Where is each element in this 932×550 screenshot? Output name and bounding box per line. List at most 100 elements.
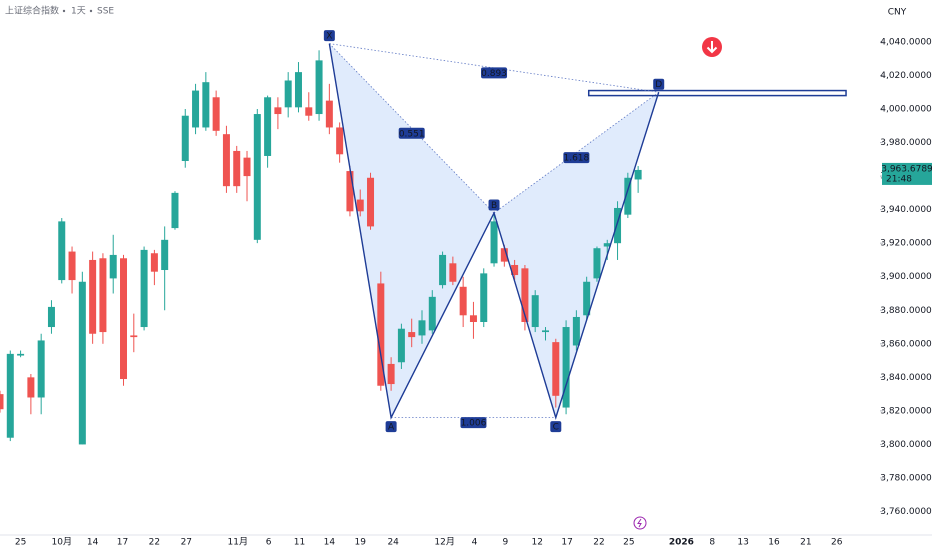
point-label: D <box>655 80 662 90</box>
point-label: C <box>553 423 559 433</box>
x-tick-label: 17 <box>561 538 572 548</box>
x-tick-label: 19 <box>355 538 367 548</box>
y-tick-label: 3,820.0000 <box>880 406 932 416</box>
candle-body <box>202 82 210 128</box>
candle-body <box>480 273 488 323</box>
x-tick-label: 2026 <box>669 538 694 548</box>
candle-body <box>614 207 622 244</box>
y-tick-label: 3,900.0000 <box>880 272 932 282</box>
candle-body <box>140 249 148 328</box>
point-box <box>653 78 665 90</box>
y-tick-label: 3,800.0000 <box>880 440 932 450</box>
x-tick-label: 24 <box>387 538 399 548</box>
x-tick-label: 25 <box>623 538 634 548</box>
x-tick-label: 26 <box>831 538 843 548</box>
candle-body <box>243 157 251 177</box>
candle-body <box>521 268 529 323</box>
x-tick-label: 27 <box>181 538 192 548</box>
signal-arrow <box>706 41 718 54</box>
y-tick-label: 4,040.0000 <box>880 37 932 47</box>
candle-body <box>500 248 508 262</box>
candle-body <box>6 353 14 438</box>
ratio-label: 0.551 <box>399 129 425 139</box>
sell-signal-icon[interactable] <box>702 37 722 57</box>
pattern-ratio-line <box>329 43 495 214</box>
x-tick-label: 11 <box>294 538 305 548</box>
candle-body <box>89 259 97 334</box>
candle-body <box>346 171 354 212</box>
ratio-label: 1.006 <box>461 419 487 429</box>
y-tick-label: 3,860.0000 <box>880 339 932 349</box>
candle-body <box>583 281 591 316</box>
candle-body <box>294 72 302 108</box>
candle-body <box>161 239 169 271</box>
ratio-box <box>460 417 487 429</box>
x-tick-label: 17 <box>117 538 128 548</box>
candle-body <box>634 169 642 180</box>
separator <box>89 9 93 13</box>
x-tick-label: 16 <box>768 538 780 548</box>
candle-body <box>253 114 261 240</box>
candle-body <box>212 97 220 131</box>
candle-body <box>37 340 45 398</box>
candle-body <box>192 90 200 128</box>
candle-body <box>68 251 76 281</box>
candle-body <box>305 107 313 116</box>
events-icon[interactable] <box>633 516 647 530</box>
x-tick-label: 12月 <box>434 537 454 548</box>
y-tick-label: 3,780.0000 <box>880 473 932 483</box>
candle-body <box>541 330 549 333</box>
ratio-box <box>481 67 508 79</box>
y-tick-label: 3,840.0000 <box>880 373 932 383</box>
y-tick-label: 4,000.0000 <box>880 105 932 115</box>
candle-body <box>562 327 570 408</box>
ratio-box <box>563 152 590 164</box>
candle-body <box>593 248 601 279</box>
point-label: B <box>491 201 497 211</box>
candle-body <box>397 328 405 363</box>
candle-body <box>233 150 241 187</box>
countdown: 21:48 <box>886 174 912 184</box>
x-tick-label: 22 <box>149 538 160 548</box>
candle-body <box>315 60 323 115</box>
y-tick-label: 4,020.0000 <box>880 71 932 81</box>
y-tick-label: 3,920.0000 <box>880 239 932 249</box>
candle-body <box>439 254 447 286</box>
candle-body <box>490 221 498 264</box>
candle-body <box>99 258 107 333</box>
x-tick-label: 4 <box>472 538 478 548</box>
y-tick-label: 3,760.0000 <box>880 507 932 517</box>
candle-body <box>181 115 189 162</box>
candle-body <box>367 177 375 227</box>
candle-body <box>264 97 272 156</box>
candle-body <box>78 281 86 445</box>
x-tick-label: 14 <box>87 538 99 548</box>
candle-body <box>511 264 519 276</box>
candle-body <box>17 353 25 356</box>
candle-body <box>459 286 467 316</box>
last-price-label: 3,963.6789 <box>881 164 932 174</box>
y-tick-label: 3,880.0000 <box>880 306 932 316</box>
x-tick-label: 9 <box>502 538 508 548</box>
candle-body <box>325 100 333 128</box>
candle-body <box>336 127 344 155</box>
candle-body <box>130 335 138 338</box>
candle-body <box>603 243 611 247</box>
x-tick-label: 21 <box>800 538 811 548</box>
candle-body <box>284 80 292 108</box>
exchange: SSE <box>97 7 114 17</box>
y-tick-label: 3,980.0000 <box>880 138 932 148</box>
x-tick-label: 6 <box>266 538 272 548</box>
point-box <box>323 30 335 42</box>
candle-body <box>171 192 179 229</box>
currency: CNY <box>888 8 907 18</box>
x-tick-label: 12 <box>532 538 543 548</box>
point-label: A <box>388 423 395 433</box>
candle-body <box>222 134 230 187</box>
candle-body <box>27 377 35 398</box>
candle-body <box>150 253 158 272</box>
point-box <box>488 199 500 211</box>
